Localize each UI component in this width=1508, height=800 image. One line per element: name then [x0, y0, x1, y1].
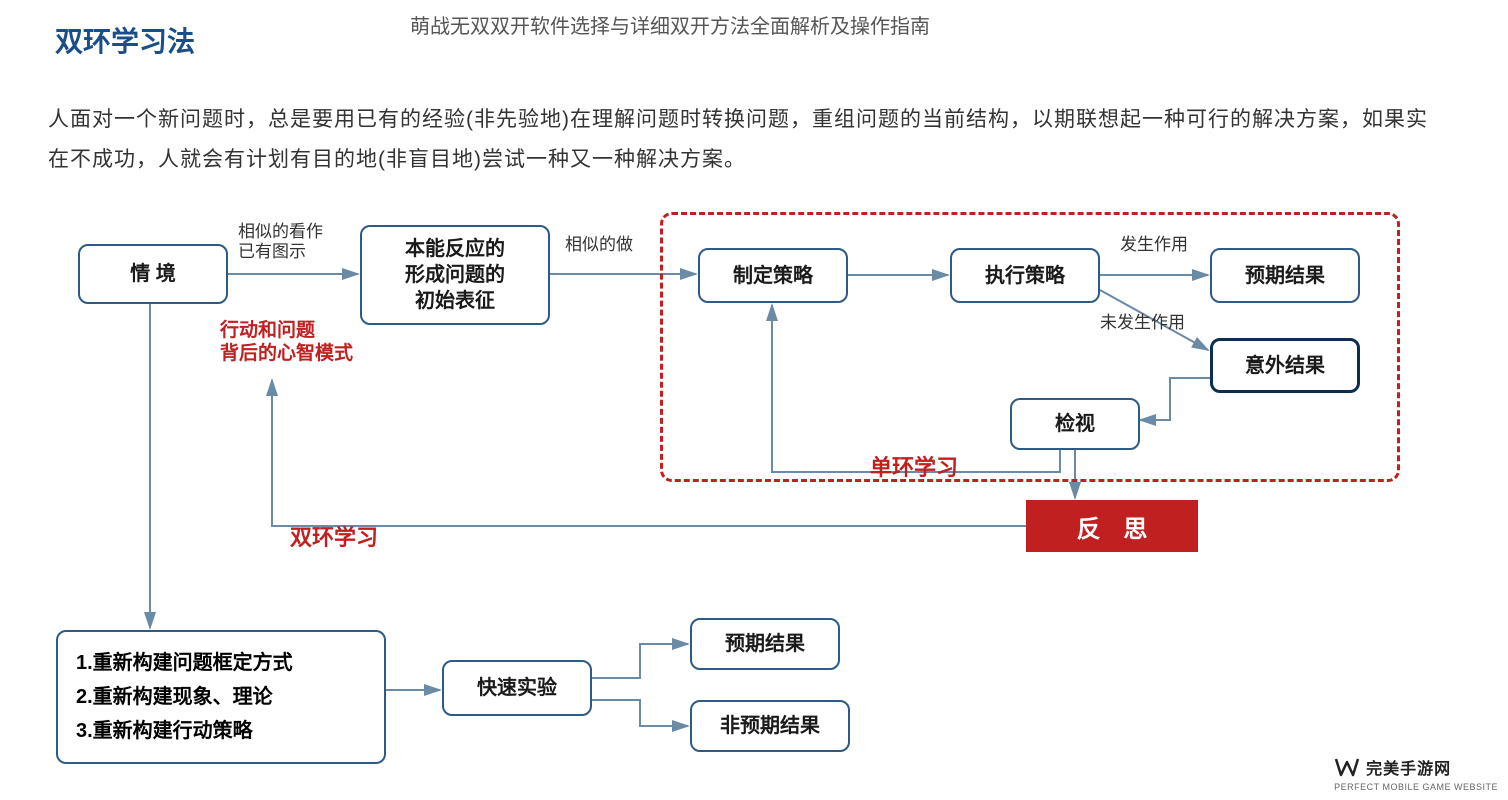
page-title: 双环学习法 — [55, 20, 195, 60]
node-unexpected: 意外结果 — [1210, 338, 1360, 393]
edge-label-similar_do: 相似的做 — [565, 235, 633, 255]
node-exp_expected: 预期结果 — [690, 618, 840, 670]
node-situation: 情 境 — [78, 244, 228, 304]
node-instinct: 本能反应的形成问题的初始表征 — [360, 225, 550, 325]
rebuild-list-node: 1.重新构建问题框定方式2.重新构建现象、理论3.重新构建行动策略 — [56, 630, 386, 764]
node-experiment: 快速实验 — [442, 660, 592, 716]
node-exp_unexp: 非预期结果 — [690, 700, 850, 752]
edge-label-similar_see: 相似的看作已有图示 — [238, 222, 323, 263]
edge-label-no_effect: 未发生作用 — [1100, 313, 1185, 333]
single-loop-label: 单环学习 — [870, 450, 958, 482]
description-text: 人面对一个新问题时，总是要用已有的经验(非先验地)在理解问题时转换问题，重组问题… — [48, 100, 1428, 180]
reflect-node: 反 思 — [1026, 500, 1198, 552]
watermark: 完美手游网 PERFECT MOBILE GAME WEBSITE — [1334, 755, 1498, 792]
watermark-logo-icon — [1334, 757, 1360, 782]
node-execute: 执行策略 — [950, 248, 1100, 303]
double-loop-label: 双环学习 — [290, 520, 378, 552]
list-item: 3.重新构建行动策略 — [76, 714, 366, 748]
list-item: 1.重新构建问题框定方式 — [76, 646, 366, 680]
page-subtitle: 萌战无双双开软件选择与详细双开方法全面解析及操作指南 — [410, 10, 930, 39]
list-item: 2.重新构建现象、理论 — [76, 680, 366, 714]
edge-label-mental: 行动和问题背后的心智模式 — [220, 320, 353, 366]
watermark-brand: 完美手游网 — [1366, 761, 1451, 778]
node-review: 检视 — [1010, 398, 1140, 450]
edge-label-effect: 发生作用 — [1120, 235, 1188, 255]
node-expected: 预期结果 — [1210, 248, 1360, 303]
watermark-tagline: PERFECT MOBILE GAME WEBSITE — [1334, 782, 1498, 792]
node-strategy: 制定策略 — [698, 248, 848, 303]
